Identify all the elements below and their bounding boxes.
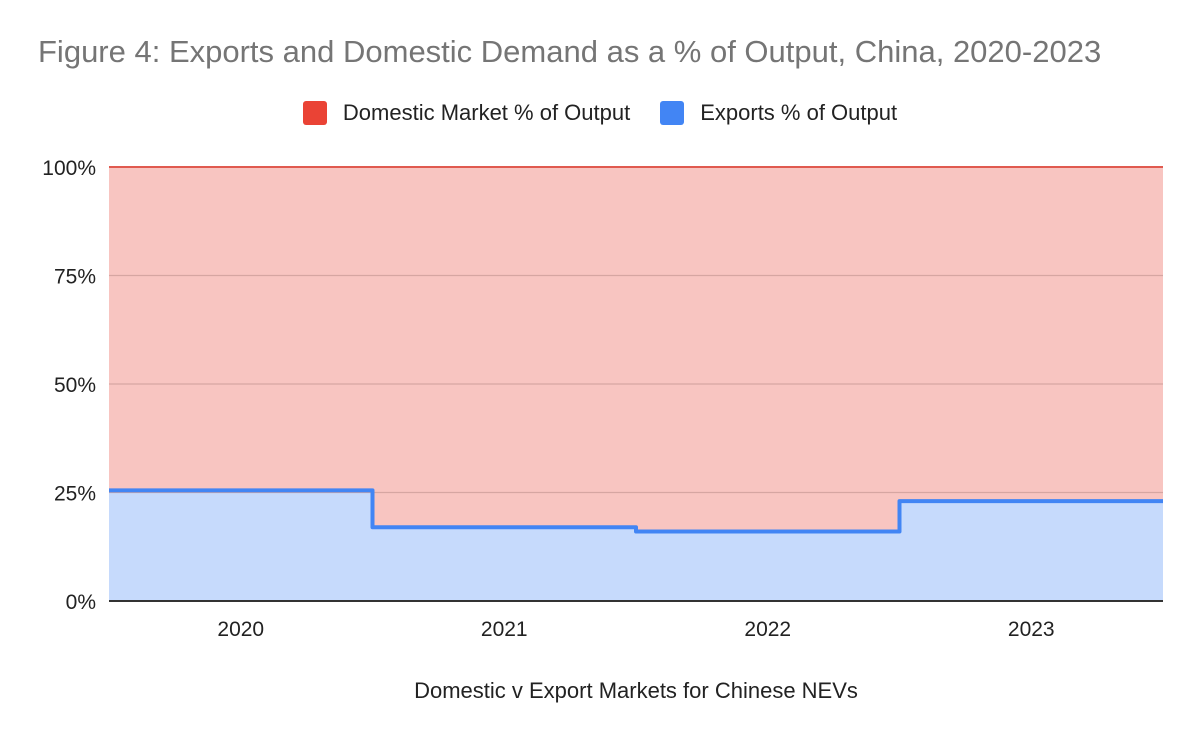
gridlines (109, 274, 1163, 494)
legend-label-domestic: Domestic Market % of Output (342, 100, 631, 125)
y-tick-label: 50% (54, 374, 96, 397)
x-tick-label: 2021 (481, 618, 528, 641)
chart-title: Figure 4: Exports and Domestic Demand as… (38, 34, 1102, 69)
x-axis-ticks: 2020 2021 2022 2023 (217, 618, 1054, 641)
x-tick-label: 2023 (1008, 618, 1055, 641)
y-tick-label: 25% (54, 483, 96, 506)
y-tick-label: 100% (42, 157, 96, 180)
x-tick-label: 2022 (744, 618, 791, 641)
legend-swatch-domestic (302, 101, 327, 125)
legend-item-exports[interactable]: Exports % of Output (660, 100, 897, 126)
x-axis-label: Domestic v Export Markets for Chinese NE… (414, 678, 858, 703)
x-tick-label: 2020 (217, 618, 264, 641)
chart-legend: Domestic Market % of Output Exports % of… (0, 100, 1200, 126)
y-tick-label: 0% (66, 591, 96, 614)
legend-item-domestic[interactable]: Domestic Market % of Output (302, 100, 631, 126)
y-axis-ticks: 0% 25% 50% 75% 100% (42, 157, 96, 614)
y-tick-label: 75% (54, 266, 96, 289)
legend-swatch-exports (660, 101, 685, 125)
legend-label-exports: Exports % of Output (700, 100, 898, 125)
exports-line[interactable] (109, 488, 1163, 534)
